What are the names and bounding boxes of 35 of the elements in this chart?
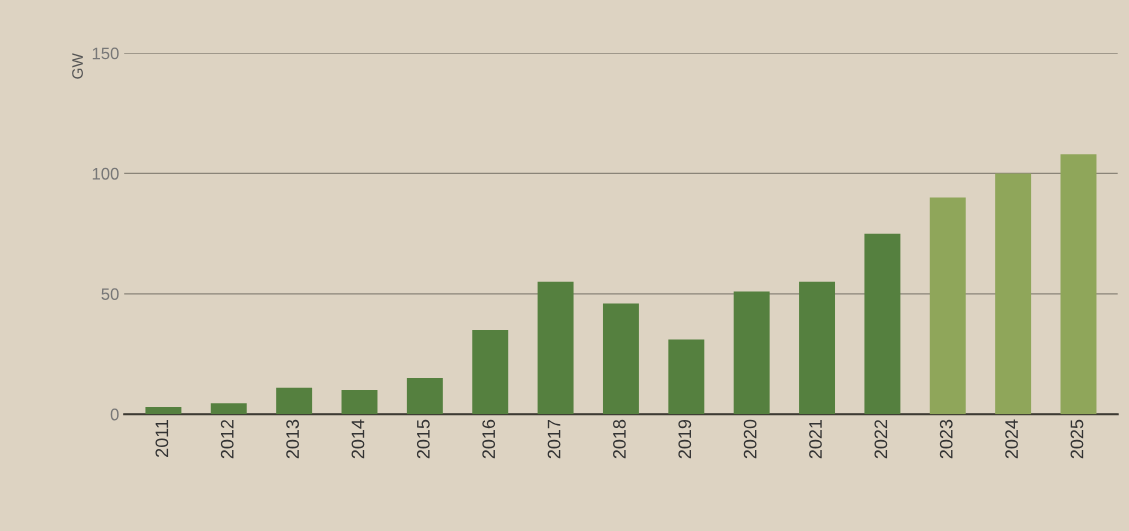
- y-tick-label: 50: [101, 288, 119, 301]
- bar: [864, 233, 901, 415]
- bar: [472, 329, 509, 415]
- bar: [276, 387, 313, 415]
- x-tick-label: 2020: [743, 419, 757, 459]
- bar: [406, 378, 443, 415]
- bar: [602, 303, 639, 415]
- x-tick-label: 2023: [939, 419, 953, 459]
- x-tick-label: 2024: [1005, 419, 1018, 459]
- x-tick-label: 2017: [547, 419, 561, 459]
- bar: [210, 403, 247, 415]
- x-tick-label: 2015: [416, 419, 430, 459]
- y-axis-title: GW: [72, 53, 83, 79]
- bar: [341, 390, 378, 415]
- y-tick-label: 150: [92, 47, 119, 60]
- x-tick-label: 2019: [678, 419, 692, 459]
- bar: [995, 173, 1032, 415]
- x-tick-label: 2025: [1070, 419, 1084, 459]
- bar: [929, 197, 966, 415]
- x-tick-label: 2011: [155, 419, 169, 457]
- bar: [1060, 154, 1097, 415]
- x-tick-label: 2021: [809, 419, 822, 459]
- x-tick-label: 2016: [482, 419, 496, 459]
- bar: [145, 406, 182, 415]
- bar: [733, 291, 770, 415]
- x-tick-label: 2018: [613, 419, 626, 459]
- y-tick-label: 100: [92, 167, 119, 180]
- x-tick-label: 2013: [286, 419, 299, 459]
- x-tick-label: 2014: [351, 419, 365, 459]
- y-tick-label: 0: [110, 408, 119, 421]
- bar: [668, 339, 705, 415]
- bar: [537, 281, 574, 415]
- x-tick-label: 2012: [220, 419, 234, 459]
- bar: [799, 281, 836, 415]
- x-tick-label: 2022: [874, 419, 888, 459]
